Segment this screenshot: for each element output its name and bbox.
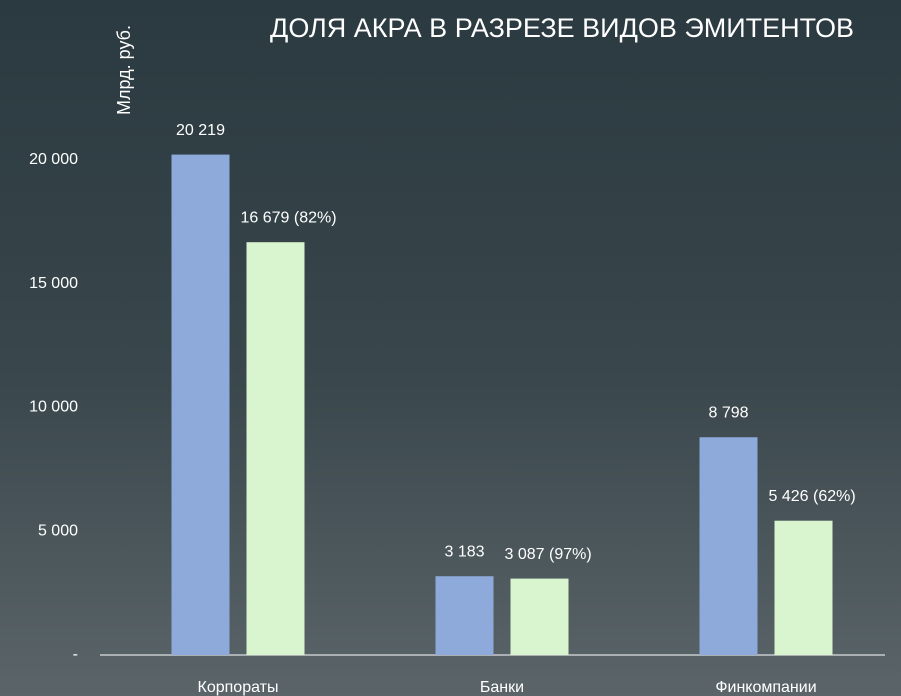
- value-label: 3 087 (97%): [505, 546, 592, 563]
- x-tick-label: Банки: [480, 679, 524, 696]
- y-tick-label: -: [73, 646, 78, 663]
- y-axis-label: Млрд. руб.: [114, 25, 134, 115]
- x-tick-label: Финкомпании: [715, 679, 816, 696]
- value-label: 3 183: [444, 543, 484, 560]
- bar: [699, 437, 758, 655]
- y-tick-label: 5 000: [38, 522, 78, 539]
- bar: [510, 578, 569, 655]
- value-label: 5 426 (62%): [769, 488, 856, 505]
- value-label: 20 219: [176, 122, 225, 139]
- y-tick-label: 20 000: [29, 151, 78, 168]
- x-tick-label: Корпораты: [198, 679, 279, 696]
- y-tick-label: 10 000: [29, 399, 78, 416]
- y-tick-label: 15 000: [29, 275, 78, 292]
- value-label: 16 679 (82%): [241, 209, 337, 226]
- bar: [774, 520, 833, 655]
- value-label: 8 798: [708, 404, 748, 421]
- bar: [171, 154, 230, 655]
- chart-title: ДОЛЯ АКРА В РАЗРЕЗЕ ВИДОВ ЭМИТЕНТОВ: [270, 13, 854, 43]
- bar: [435, 576, 494, 655]
- bar: [246, 242, 305, 655]
